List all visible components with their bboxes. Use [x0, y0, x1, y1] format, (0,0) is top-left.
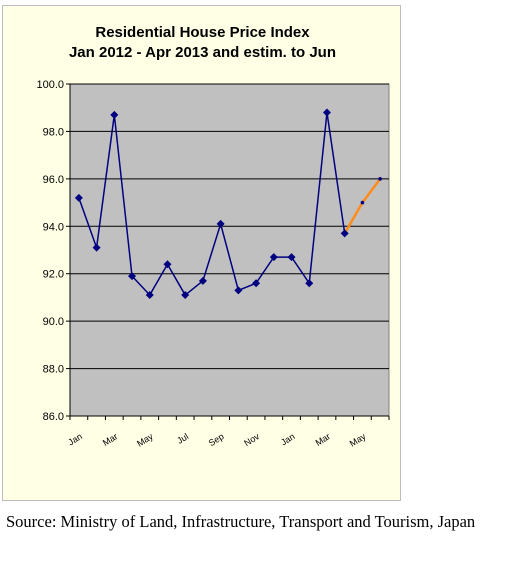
estimate-point-marker: [360, 200, 365, 205]
source-note: Source: Ministry of Land, Infrastructure…: [6, 512, 476, 531]
data-point-marker: [145, 291, 154, 300]
line-chart: 86.0 88.0 90.0 92.0 94.0 96.0 98.0 100.0 Jan Mar M…: [36, 79, 390, 449]
x-tick-label: Mar: [314, 431, 332, 448]
y-tick-label: 86.0: [43, 411, 64, 423]
data-point-marker: [198, 276, 207, 285]
chart-title-line-1: Residential House Price Index: [95, 24, 310, 41]
data-point-marker: [287, 253, 296, 262]
y-tick-label: 96.0: [43, 174, 64, 186]
x-tick-label: Jan: [279, 431, 297, 447]
x-tick-label: Nov: [242, 431, 261, 448]
x-tick-label: Mar: [101, 431, 119, 448]
data-point-marker: [305, 279, 314, 288]
data-point-marker: [163, 260, 172, 269]
x-tick-label: Sep: [207, 431, 226, 448]
series-line-actual: [78, 112, 346, 297]
x-tick-label: Jul: [175, 431, 190, 446]
data-point-marker: [340, 229, 349, 238]
y-tick-label: 100.0: [36, 79, 64, 91]
plot-area: [69, 83, 390, 417]
y-tick-label: 88.0: [43, 364, 64, 376]
estimate-point-marker: [378, 177, 382, 181]
y-tick-label: 92.0: [43, 269, 64, 281]
y-tick-label: 90.0: [43, 316, 64, 328]
y-tick-label: 94.0: [43, 221, 64, 233]
data-point-marker: [216, 219, 225, 228]
x-tick-label: May: [348, 431, 368, 449]
data-point-marker: [92, 243, 101, 252]
data-point-marker: [269, 253, 278, 262]
y-tick-label: 98.0: [43, 126, 64, 138]
chart-title-line-2: Jan 2012 - Apr 2013 and estim. to Jun: [68, 44, 337, 61]
x-tick-label: Jan: [66, 431, 84, 447]
data-point-marker: [252, 279, 261, 288]
chart-area: Residential House Price Index Jan 2012 -…: [2, 5, 401, 501]
x-tick-label: May: [135, 431, 155, 449]
data-point-marker: [110, 110, 119, 119]
data-point-marker: [234, 286, 243, 295]
data-point-marker: [74, 193, 83, 202]
data-point-marker: [128, 272, 137, 281]
data-point-marker: [322, 108, 331, 117]
data-point-marker: [181, 291, 190, 300]
